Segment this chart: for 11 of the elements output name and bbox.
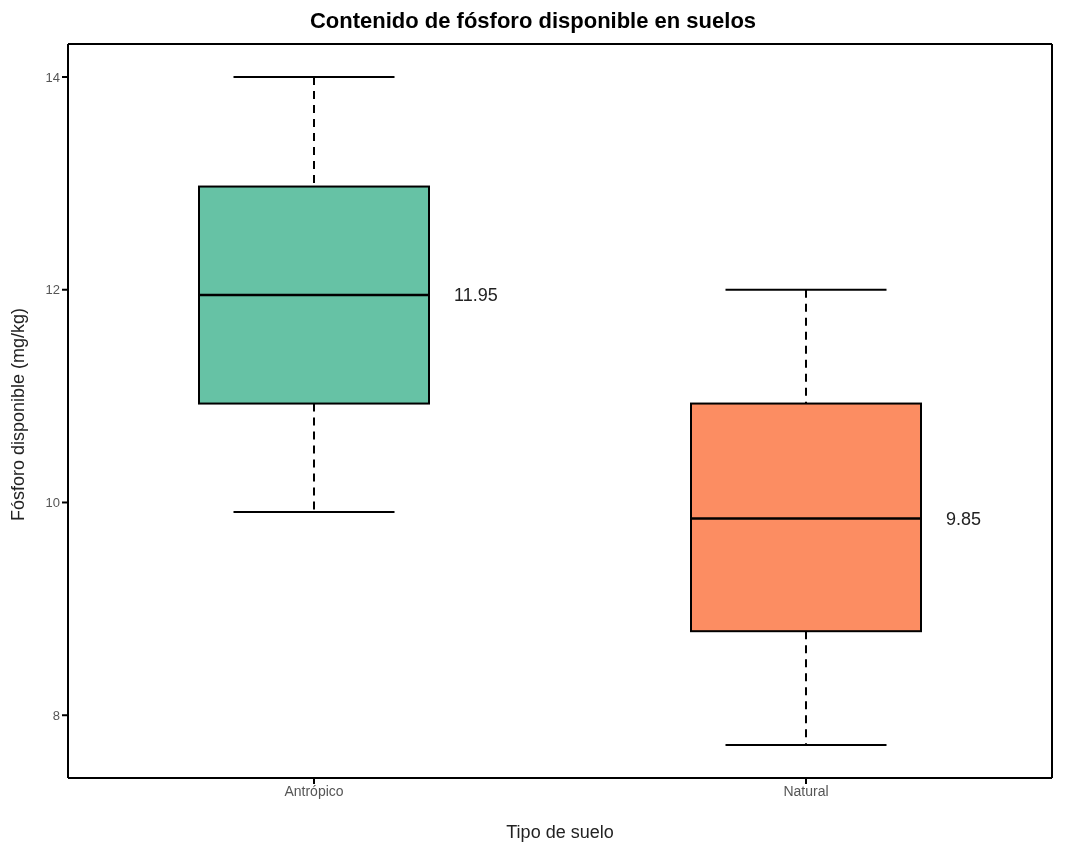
annotation: 9.85 xyxy=(946,508,982,529)
y-tick-label: 14 xyxy=(45,69,60,85)
x-tick-label: Natural xyxy=(783,782,829,799)
x-axis-title: Tipo de suelo xyxy=(506,822,614,842)
y-tick-label: 8 xyxy=(52,707,60,723)
annotation: 11.95 xyxy=(454,285,498,306)
y-tick-label: 12 xyxy=(45,282,60,298)
y-axis-title: Fósforo disponible (mg/kg) xyxy=(8,307,29,521)
chart-title: Contenido de fósforo disponible en suelos xyxy=(308,8,758,34)
y-tick-label: 10 xyxy=(45,495,60,511)
x-tick-label: Antrópico xyxy=(284,782,344,799)
